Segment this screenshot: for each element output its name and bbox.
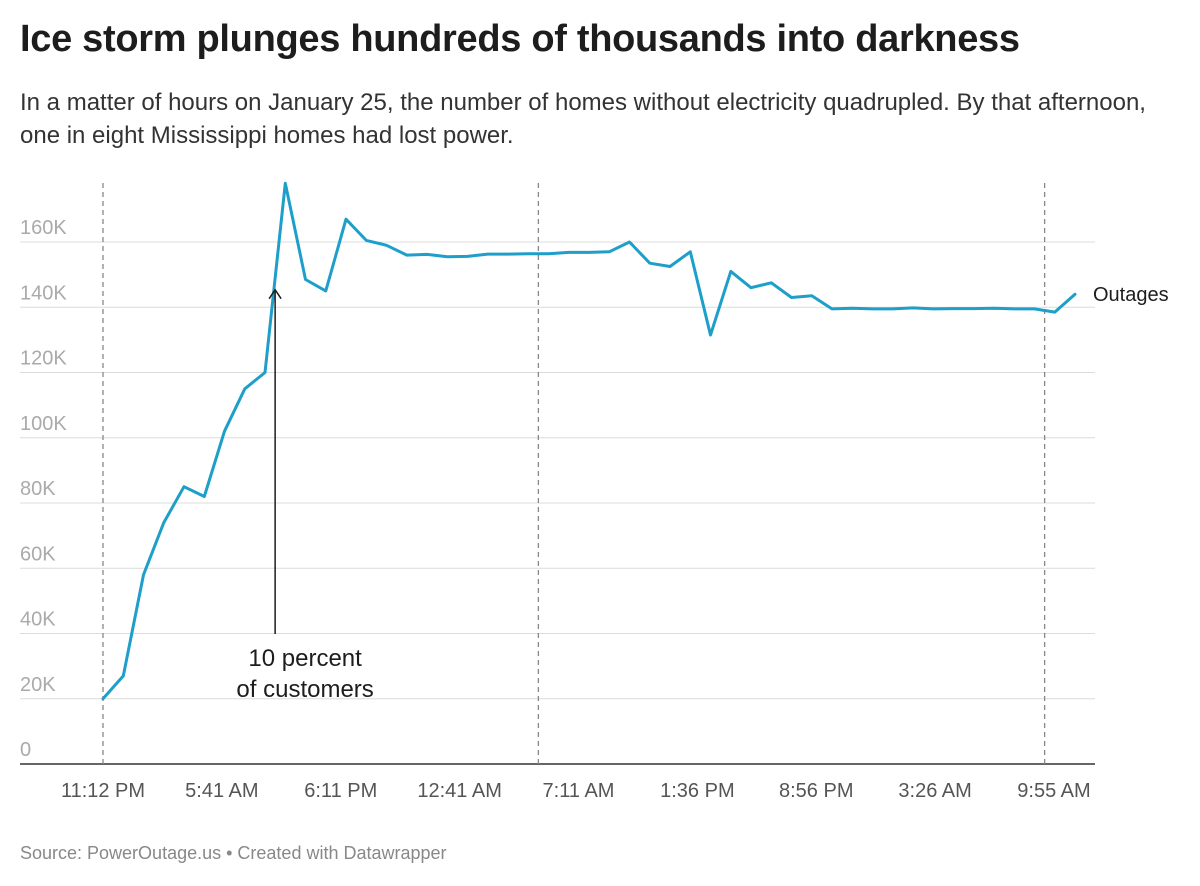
- y-tick-label: 20K: [20, 674, 56, 696]
- annotation-text-line1: 10 percent: [248, 645, 362, 672]
- x-tick-label: 6:11 PM: [304, 780, 377, 802]
- y-tick-label: 40K: [20, 609, 56, 631]
- y-tick-label: 80K: [20, 478, 56, 500]
- y-tick-label: 100K: [20, 413, 67, 435]
- x-tick-label: 5:41 AM: [185, 780, 258, 802]
- x-tick-label: 11:12 PM: [61, 780, 145, 802]
- y-tick-label: 140K: [20, 282, 67, 304]
- series-line-outages: [101, 181, 1077, 701]
- y-tick-label: 0: [20, 739, 31, 761]
- x-tick-label: 1:36 PM: [660, 780, 734, 802]
- y-tick-label: 60K: [20, 543, 56, 565]
- x-tick-label: 12:41 AM: [417, 780, 502, 802]
- x-tick-label: 9:55 AM: [1017, 780, 1090, 802]
- series-label: Outages: [1093, 284, 1169, 306]
- source-note: Source: PowerOutage.us • Created with Da…: [20, 843, 447, 863]
- x-tick-label: 7:11 AM: [543, 780, 615, 802]
- chart-subtitle: In a matter of hours on January 25, the …: [20, 89, 1146, 149]
- x-tick-label: 3:26 AM: [898, 780, 971, 802]
- y-tick-label: 120K: [20, 348, 67, 370]
- x-tick-label: 8:56 PM: [779, 780, 853, 802]
- annotation-arrowhead: [268, 288, 282, 300]
- annotation-text-line2: of customers: [236, 676, 373, 703]
- chart-title: Ice storm plunges hundreds of thousands …: [20, 18, 1020, 60]
- y-tick-label: 160K: [20, 217, 67, 239]
